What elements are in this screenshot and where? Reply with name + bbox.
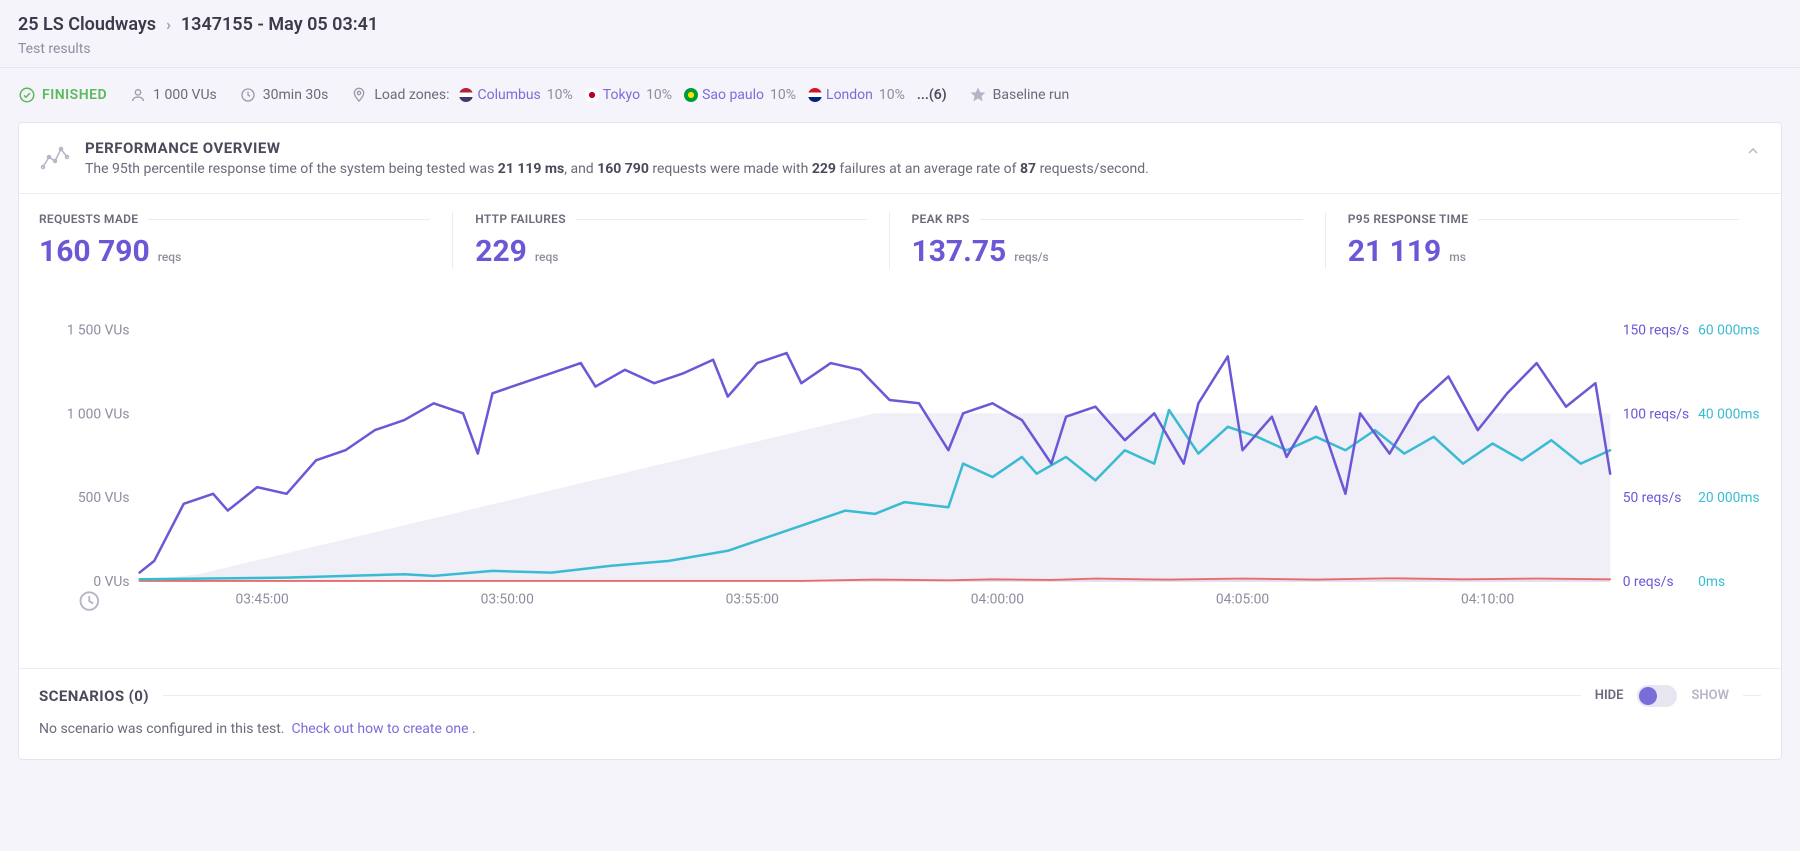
performance-chart: 0 VUs 500 VUs 1 000 VUs 1 500 VUs 0 reqs/s 0m… [39,317,1761,644]
chevron-right-icon: › [166,15,171,34]
divider [1743,695,1761,696]
star-icon [969,86,987,104]
location-icon [350,86,368,104]
zone-item[interactable]: London 10% [808,87,905,103]
summary-reqs: 160 790 [597,161,649,177]
svg-text:04:00:00: 04:00:00 [971,592,1024,608]
metrics-row: REQUESTS MADE 160 790reqsHTTP FAILURES 2… [19,194,1781,277]
svg-text:50 reqs/s: 50 reqs/s [1623,490,1682,506]
status-vus-label: 1 000 VUs [153,87,217,103]
divider [163,695,1581,696]
scenarios-hide-label: HIDE [1595,688,1624,703]
panel-title: PERFORMANCE OVERVIEW [85,139,1149,157]
svg-text:0 VUs: 0 VUs [93,574,129,590]
metric-unit: reqs/s [1014,250,1048,264]
zone-name: Tokyo [603,87,640,103]
status-zones: Load zones: Columbus 10%Tokyo 10%Sao pau… [350,86,946,104]
scenarios-text: No scenario was configured in this test. [39,721,285,737]
status-state-label: FINISHED [42,87,107,103]
svg-text:1 500 VUs: 1 500 VUs [67,323,130,339]
metric-value: 229 [475,234,527,269]
scenarios-section: SCENARIOS (0) HIDE SHOW No scenario was … [19,668,1781,759]
scenarios-help-link[interactable]: Check out how to create one [291,721,468,737]
zones-label: Load zones: [374,87,449,103]
zone-pct: 10% [879,87,905,103]
metric-card: P95 RESPONSE TIME 21 119 ms [1325,212,1761,269]
zones-more[interactable]: ...(6) [917,87,947,103]
baseline-label: Baseline run [993,87,1070,103]
status-vus: 1 000 VUs [129,86,217,104]
flag-icon [585,88,599,102]
summary-failures: 229 [812,161,836,177]
flag-icon [684,88,698,102]
svg-text:1 000 VUs: 1 000 VUs [67,406,130,422]
status-duration-label: 30min 30s [263,87,329,103]
zone-item[interactable]: Columbus 10% [459,87,572,103]
zone-pct: 10% [770,87,796,103]
metric-unit: ms [1449,250,1466,264]
status-duration: 30min 30s [239,86,329,104]
metric-unit: reqs [158,250,182,264]
page-subtitle: Test results [18,41,1782,57]
metric-card: HTTP FAILURES 229 reqs [452,212,888,269]
status-bar: FINISHED 1 000 VUs 30min 30s Load zones:… [0,68,1800,122]
summary-rps: 87 [1020,161,1036,177]
flag-icon [459,88,473,102]
svg-text:03:50:00: 03:50:00 [481,592,534,608]
svg-text:150 reqs/s: 150 reqs/s [1623,323,1689,339]
metric-card: REQUESTS MADE 160 790 reqs [39,212,452,269]
svg-text:500 VUs: 500 VUs [78,490,130,506]
zone-item[interactable]: Tokyo 10% [585,87,672,103]
svg-text:03:45:00: 03:45:00 [235,592,288,608]
metric-value: 137.75 [912,234,1007,269]
zone-pct: 10% [547,87,573,103]
panel-header: PERFORMANCE OVERVIEW The 95th percentile… [19,123,1781,194]
svg-text:0ms: 0ms [1698,574,1725,590]
page-header: 25 LS Cloudways › 1347155 - May 05 03:41… [0,0,1800,68]
check-circle-icon [18,86,36,104]
clock-icon [239,86,257,104]
breadcrumb: 25 LS Cloudways › 1347155 - May 05 03:41 [18,14,1782,35]
metric-label: HTTP FAILURES [475,212,566,226]
zone-name: Sao paulo [702,87,764,103]
zones-list: Columbus 10%Tokyo 10%Sao paulo 10%London… [459,87,904,103]
zone-pct: 10% [646,87,672,103]
baseline-run[interactable]: Baseline run [969,86,1070,104]
svg-text:60 000ms: 60 000ms [1698,323,1759,339]
performance-panel: PERFORMANCE OVERVIEW The 95th percentile… [18,122,1782,760]
breadcrumb-run[interactable]: 1347155 - May 05 03:41 [181,14,378,35]
chart-line-icon [39,141,71,173]
collapse-icon[interactable] [1745,143,1761,163]
scenarios-header: SCENARIOS (0) HIDE SHOW [39,685,1761,707]
summary-p95: 21 119 ms [498,161,564,177]
svg-text:04:10:00: 04:10:00 [1461,592,1514,608]
metric-value: 160 790 [39,234,150,269]
svg-text:20 000ms: 20 000ms [1698,490,1759,506]
flag-icon [808,88,822,102]
svg-text:100 reqs/s: 100 reqs/s [1623,406,1689,422]
metric-label: P95 RESPONSE TIME [1348,212,1469,226]
chart-container: 0 VUs 500 VUs 1 000 VUs 1 500 VUs 0 reqs/s 0m… [19,277,1781,668]
breadcrumb-project[interactable]: 25 LS Cloudways [18,14,156,35]
metric-card: PEAK RPS 137.75 reqs/s [889,212,1325,269]
svg-text:03:55:00: 03:55:00 [726,592,779,608]
metric-label: PEAK RPS [912,212,970,226]
metric-unit: reqs [535,250,559,264]
zone-name: London [826,87,873,103]
panel-summary: The 95th percentile response time of the… [85,161,1149,177]
svg-text:0 reqs/s: 0 reqs/s [1623,574,1674,590]
user-icon [129,86,147,104]
scenarios-toggle[interactable] [1637,685,1677,707]
zone-item[interactable]: Sao paulo 10% [684,87,796,103]
metric-label: REQUESTS MADE [39,212,138,226]
metric-value: 21 119 [1348,234,1442,269]
svg-text:40 000ms: 40 000ms [1698,406,1759,422]
zone-name: Columbus [477,87,540,103]
scenarios-show-label: SHOW [1691,688,1729,703]
scenarios-body: No scenario was configured in this test.… [39,721,1761,737]
status-state: FINISHED [18,86,107,104]
svg-text:04:05:00: 04:05:00 [1216,592,1269,608]
scenarios-title: SCENARIOS (0) [39,687,149,705]
